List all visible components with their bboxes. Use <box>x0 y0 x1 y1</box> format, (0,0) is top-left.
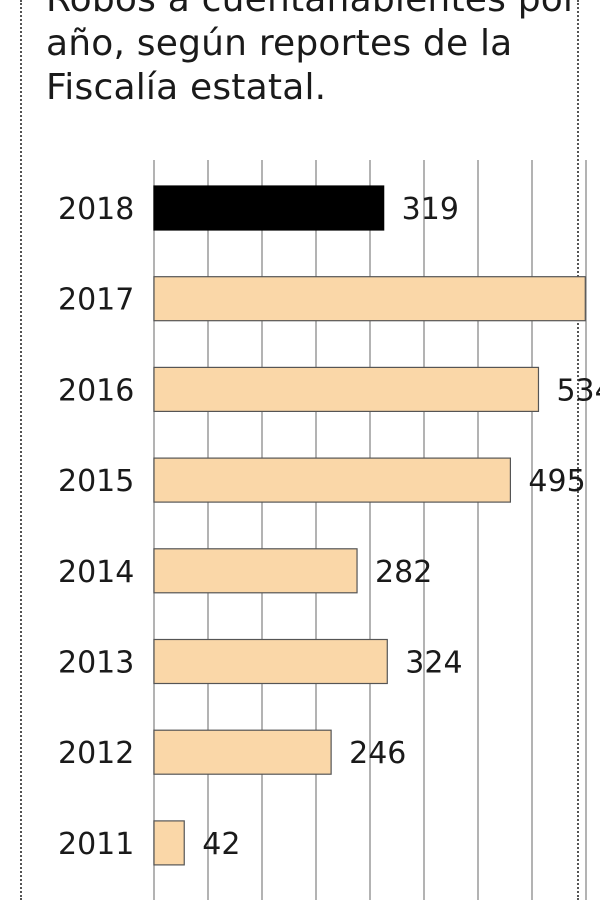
bar-2013 <box>153 638 388 685</box>
bar-2018 <box>153 185 385 231</box>
value-label-2012: 246 <box>349 736 406 771</box>
frame-dotted-left <box>20 0 22 900</box>
category-label-2011: 2011 <box>58 827 134 862</box>
category-label-2015: 2015 <box>58 464 134 499</box>
chart-title-line-3: Fiscalía estatal. <box>46 67 327 108</box>
grid-lines <box>153 160 587 900</box>
category-label-2014: 2014 <box>58 555 134 590</box>
bar-2011 <box>153 820 185 866</box>
bar-2017 <box>153 276 586 322</box>
value-label-2014: 282 <box>375 555 432 590</box>
chart-title-line-1: Robos a cuentahabientes por <box>46 0 578 22</box>
labels: 2018319201759920165342015495201428220133… <box>58 192 600 862</box>
category-label-2016: 2016 <box>58 373 134 408</box>
value-label-2016: 534 <box>556 373 600 408</box>
bar-2012 <box>153 729 332 775</box>
value-label-2013: 324 <box>405 646 462 681</box>
category-label-2013: 2013 <box>58 646 134 681</box>
bar-2015 <box>153 457 511 503</box>
bar-2014 <box>153 548 358 594</box>
value-label-2011: 42 <box>202 827 240 862</box>
frame-dotted-right <box>577 0 579 900</box>
category-label-2018: 2018 <box>58 192 134 227</box>
category-label-2012: 2012 <box>58 736 134 771</box>
value-label-2015: 495 <box>528 464 585 499</box>
value-label-2018: 319 <box>402 192 459 227</box>
bars <box>153 185 586 866</box>
bar-2016 <box>153 366 540 412</box>
chart-title-line-2: año, según reportes de la <box>46 23 513 64</box>
category-label-2017: 2017 <box>58 283 134 318</box>
chart-title: Robos a cuentahabientes por año, según r… <box>46 0 578 110</box>
